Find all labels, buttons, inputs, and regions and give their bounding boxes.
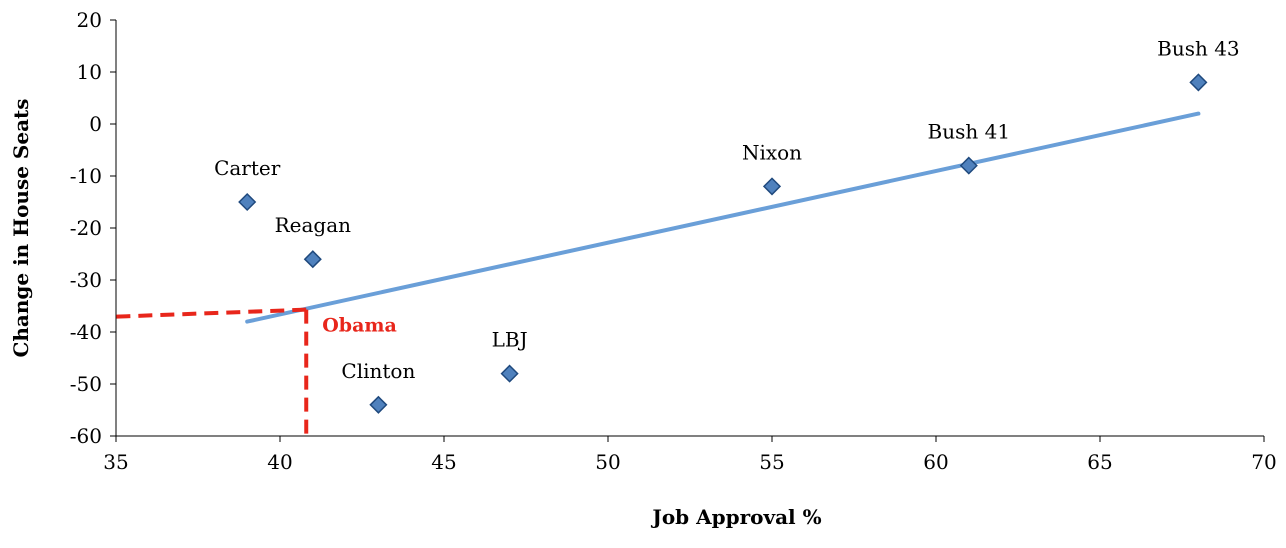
data-point-marker <box>762 177 782 196</box>
y-tick-label: -40 <box>70 320 102 344</box>
x-tick-label: 35 <box>103 450 128 474</box>
annotation-group: Obama <box>115 307 397 436</box>
y-tick-label: -50 <box>70 372 102 396</box>
data-point-marker <box>238 192 257 212</box>
x-tick-label: 65 <box>1087 450 1112 474</box>
y-tick-label: -20 <box>70 216 102 240</box>
y-tick-label: 0 <box>89 112 102 136</box>
data-point-marker <box>959 156 978 175</box>
x-tick-label: 40 <box>267 450 292 474</box>
point-labels: Carter Reagan Clinton LBJ Nixon Bush 41 Bush 4… <box>214 36 1240 382</box>
data-point-label: LBJ <box>492 328 528 352</box>
y-tick-label: -10 <box>70 164 102 188</box>
data-point-marker <box>303 250 322 269</box>
annotation-label: Obama <box>322 315 397 337</box>
y-axis-title: Change in House Seats <box>9 98 33 357</box>
data-point-marker <box>500 364 519 383</box>
data-point-marker <box>369 395 388 414</box>
data-point-label: Nixon <box>742 140 802 164</box>
x-tick-label: 55 <box>759 450 784 474</box>
y-tick-label: 10 <box>77 60 102 84</box>
trendline-group <box>245 111 1201 324</box>
x-axis-title: Job Approval % <box>650 505 821 529</box>
data-point-label: Bush 41 <box>928 120 1011 144</box>
x-tick-label: 50 <box>595 450 620 474</box>
x-tick-label: 45 <box>431 450 456 474</box>
y-tick-label: -60 <box>70 424 102 448</box>
annotation-horizontal-dashed-line <box>115 307 307 319</box>
y-tick-label: 20 <box>77 8 102 32</box>
data-point-label: Clinton <box>341 359 415 383</box>
axes: -60 -50 -40 -30 -20 -10 0 10 20 35 40 45 50 55 60 65 70 <box>70 8 1277 474</box>
data-point-label: Bush 43 <box>1157 36 1240 60</box>
trendline <box>245 111 1201 324</box>
data-point-marker <box>1189 73 1208 92</box>
y-tick-label: -30 <box>70 268 102 292</box>
x-tick-label: 60 <box>923 450 948 474</box>
data-points <box>238 73 1208 414</box>
data-point-label: Reagan <box>275 213 352 237</box>
data-point-label: Carter <box>214 156 281 180</box>
x-tick-label: 70 <box>1251 450 1276 474</box>
